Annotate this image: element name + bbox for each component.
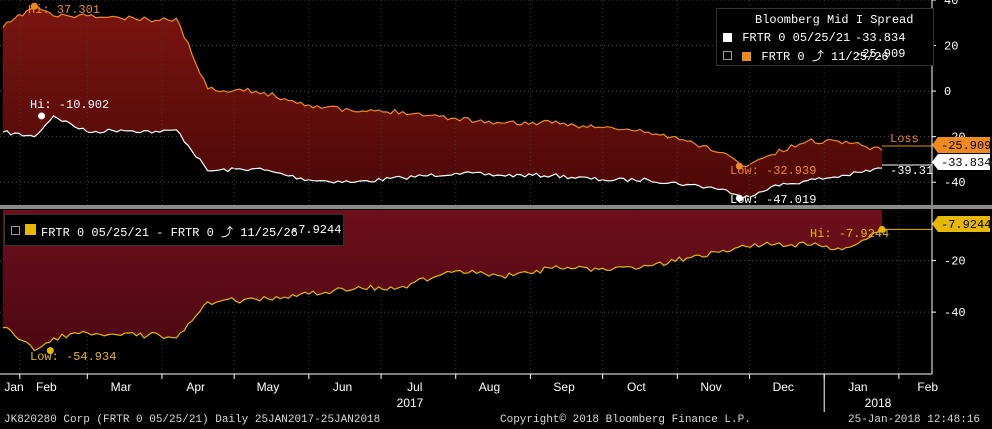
- bottom-panel-grid: [0, 0, 932, 374]
- x-month-label: Feb: [36, 380, 57, 394]
- last-value-tag-yellow-bg: [932, 216, 990, 232]
- top-panel-spread-area: [3, 6, 882, 199]
- legend-item-label: FRTR 0 05/25/21 - FRTR 0 ⤴ 11/25/26: [41, 226, 298, 240]
- annotation-low-white: Low: -47.019: [730, 193, 816, 207]
- legend-swatch-white: [723, 33, 732, 42]
- bottom-panel-series-line: [2, 228, 883, 352]
- y-tick-label: -40: [944, 176, 966, 190]
- last-value-tag-yellow: -7.9244: [941, 218, 991, 232]
- last-value-tag-white-bg: [932, 154, 990, 170]
- x-axis: Jan Feb Mar Apr May Jun Jul Aug Sep Oct Nov Dec Jan F…: [0, 373, 938, 412]
- bottom-panel-y-axis: -20 -40 -7.9244: [931, 209, 991, 374]
- legend-item-label: FRTR 0 05/25/21: [742, 31, 851, 45]
- annotation-low-orange: Low: -32.939: [730, 164, 816, 178]
- legend-bottom-panel[interactable]: FRTR 0 05/25/21 - FRTR 0 ⤴ 11/25/26 -7.9…: [4, 214, 344, 246]
- x-month-label: Jul: [407, 380, 422, 394]
- footer-bar: JK820280 Corp (FRTR 0 05/25/21) Daily 25…: [0, 412, 992, 429]
- low-marker-orange: [735, 162, 743, 170]
- x-year-label: 2018: [865, 396, 892, 410]
- x-month-label: Oct: [627, 380, 646, 394]
- y-tick-label: 20: [944, 40, 958, 54]
- annotation-loss: Loss: [890, 132, 919, 146]
- bottom-panel-annotations: Low: -54.934 Hi: -7.9244: [30, 225, 932, 364]
- last-value-tag-orange-bg: [932, 137, 990, 153]
- annotation-hi-white: Hi: -10.902: [30, 98, 109, 112]
- low-marker-white: [735, 194, 743, 202]
- top-panel-series-lines: [2, 5, 883, 199]
- legend-swatch-yellow: [25, 224, 36, 235]
- x-month-label: Dec: [773, 380, 794, 394]
- y-tick-label: -20: [944, 255, 966, 269]
- annotation-value: -39.31: [890, 164, 933, 178]
- legend-item-value: -33.834: [855, 31, 906, 45]
- x-month-label: May: [257, 380, 280, 394]
- legend-item-frtr-2021[interactable]: FRTR 0 05/25/21: [723, 31, 850, 45]
- x-month-label: Jan: [848, 380, 867, 394]
- top-panel-annotations: Hi: 37.301 Hi: -10.902 Low: -32.939 Low: -4…: [28, 2, 933, 207]
- annotation-low-yellow: Low: -54.934: [30, 350, 116, 364]
- x-month-label: Feb: [917, 380, 938, 394]
- legend-item-frtr-2026[interactable]: FRTR 0 ⤴ 11/25/26: [723, 47, 889, 64]
- series-line-frtr-2021: [2, 115, 883, 199]
- annotation-hi-yellow: Hi: -7.9244: [810, 227, 889, 241]
- footer-timestamp: 25-Jan-2018 12:48:16: [848, 414, 981, 426]
- hi-marker-orange: [30, 2, 38, 10]
- x-year-label: 2017: [397, 396, 424, 410]
- footer-security-info: JK820280 Corp (FRTR 0 05/25/21) Daily 25…: [4, 414, 381, 426]
- annotation-hi-orange: Hi: 37.301: [28, 3, 100, 17]
- legend-swatch-orange: [742, 52, 752, 61]
- y-tick-label: -40: [944, 306, 966, 320]
- last-value-tag-orange: -25.909: [941, 139, 991, 153]
- series-line-frtr-2026: [2, 5, 883, 168]
- x-month-label: Jan: [4, 380, 23, 394]
- x-month-label: Apr: [186, 380, 205, 394]
- hi-marker-white: [38, 112, 46, 120]
- legend-top-panel: Bloomberg Mid I Spread FRTR 0 05/25/21 -…: [716, 8, 934, 66]
- last-value-tag-white: -33.834: [941, 156, 991, 170]
- expand-icon[interactable]: [723, 51, 732, 60]
- x-month-label: Sep: [553, 380, 575, 394]
- x-month-label: Mar: [111, 380, 132, 394]
- spread-area-fill: [3, 6, 882, 199]
- x-month-label: Aug: [479, 380, 500, 394]
- series-line-spread: [2, 228, 883, 352]
- expand-icon[interactable]: [11, 226, 20, 235]
- x-month-label: Nov: [700, 380, 721, 394]
- y-tick-label: 0: [944, 85, 951, 99]
- x-month-label: Jun: [333, 380, 352, 394]
- y-tick-label: 40: [944, 0, 958, 8]
- panel-separator[interactable]: [0, 205, 992, 209]
- legend-title: Bloomberg Mid I Spread: [755, 13, 914, 27]
- footer-copyright: Copyright© 2018 Bloomberg Finance L.P.: [500, 414, 751, 426]
- legend-item-value: -7.9244: [291, 223, 342, 237]
- low-marker-yellow: [46, 347, 54, 355]
- legend-item-value: -25.909: [855, 47, 906, 61]
- legend-item-label: FRTR 0 ⤴ 11/25/26: [761, 50, 889, 64]
